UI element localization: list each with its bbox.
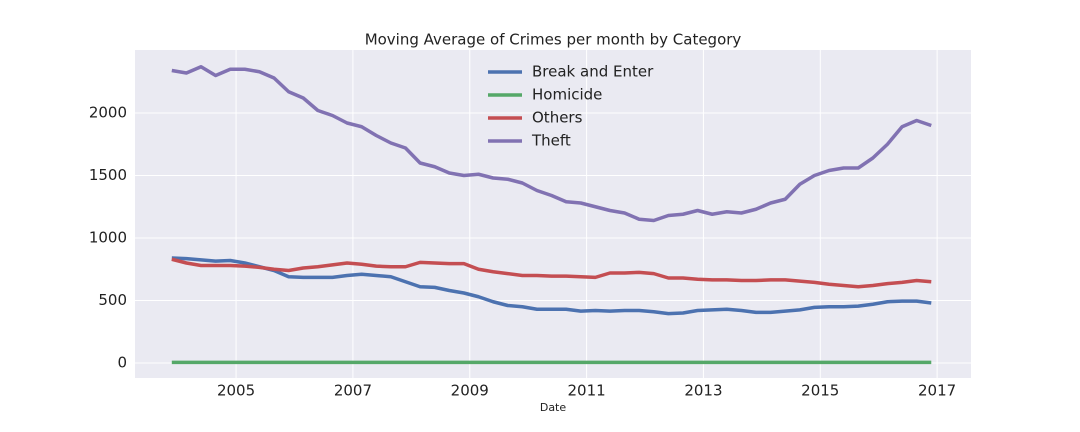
line [171,257,932,289]
legend-label: Homicide [532,86,602,104]
y-tick-label: 1500 [89,166,127,184]
legend: Break and Enter Homicide Others Theft [488,63,654,150]
y-tick-label: 0 [117,354,127,372]
x-axis-label: Date [540,401,567,414]
x-tick-label: 2017 [918,382,956,400]
x-tick-label: 2009 [451,382,489,400]
y-tick-label: 1000 [89,229,127,247]
x-tick-label: 2013 [684,382,722,400]
legend-label: Others [532,109,583,127]
plot-area [135,50,971,378]
y-tick-label: 2000 [89,104,127,122]
chart-title: Moving Average of Crimes per month by Ca… [365,31,742,49]
legend-label: Break and Enter [532,63,654,81]
line [171,256,932,316]
legend-label: Theft [531,132,571,150]
y-tick-label: 500 [98,291,127,309]
x-tick-label: 2015 [801,382,839,400]
line [171,65,932,223]
x-tick-label: 2007 [334,382,372,400]
x-tick-label: 2011 [567,382,605,400]
x-tick-label: 2005 [217,382,255,400]
